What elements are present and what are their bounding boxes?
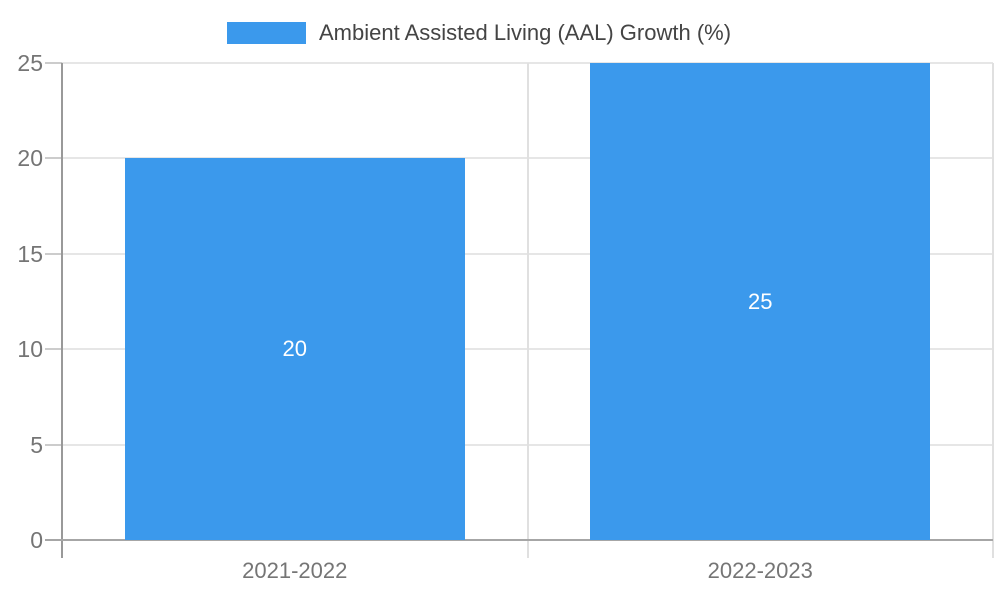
bar-value-label: 25: [747, 288, 773, 314]
x-axis-line: [45, 539, 993, 541]
y-tick: [45, 157, 62, 160]
y-tick-label: 10: [17, 336, 43, 363]
bar[interactable]: 20: [124, 158, 465, 540]
y-tick-label: 5: [30, 431, 43, 458]
legend-swatch: [227, 22, 306, 44]
y-tick-label: 20: [17, 145, 43, 172]
category-boundary-line: [526, 63, 529, 558]
bar[interactable]: 25: [590, 63, 931, 540]
x-tick-label: 2022-2023: [707, 558, 813, 583]
x-tick-label: 2021-2022: [242, 558, 348, 583]
y-tick: [45, 62, 62, 64]
y-tick: [45, 348, 62, 351]
legend-label: Ambient Assisted Living (AAL) Growth (%): [319, 20, 732, 45]
y-axis-line: [61, 63, 63, 558]
category-boundary-line: [992, 63, 994, 558]
y-tick: [45, 443, 62, 446]
y-tick-label: 25: [17, 50, 43, 76]
bar-value-label: 20: [282, 336, 307, 362]
chart-legend[interactable]: Ambient Assisted Living (AAL) Growth (%): [227, 16, 731, 50]
y-tick-label: 0: [30, 527, 43, 553]
y-tick-label: 15: [17, 240, 43, 267]
y-tick: [45, 252, 62, 255]
